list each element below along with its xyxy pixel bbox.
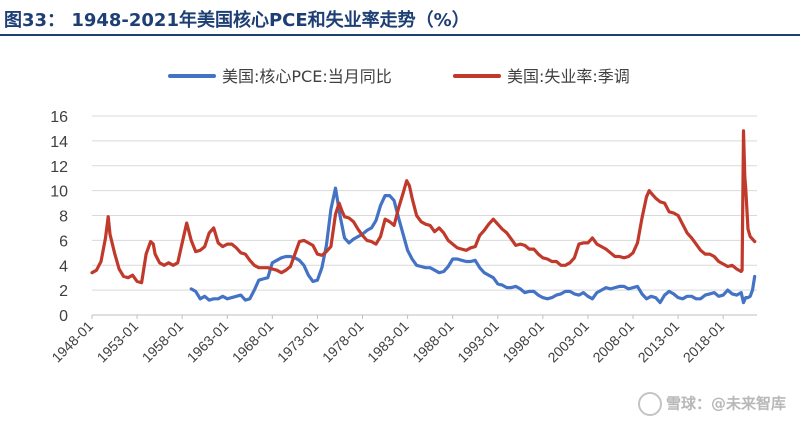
series-line-1	[189, 186, 757, 305]
x-tick-label: 1998-01	[499, 318, 547, 366]
legend-label-2: 美国:失业率:季调	[507, 67, 630, 86]
snowball-logo-icon	[637, 392, 662, 416]
legend-label-1: 美国:核心PCE:当月同比	[222, 67, 392, 86]
x-tick-label: 1968-01	[229, 318, 277, 366]
y-tick-label: 12	[50, 159, 68, 176]
x-tick-label: 2018-01	[680, 318, 728, 366]
x-tick-label: 2008-01	[589, 318, 637, 366]
x-tick-label: 1993-01	[454, 318, 502, 366]
y-tick-label: 16	[50, 109, 68, 126]
title-rule	[0, 34, 800, 36]
chart-title: 图33： 1948-2021年美国核心PCE和失业率走势（%）	[4, 10, 470, 31]
watermark: 雪球：@未来智库	[637, 392, 786, 416]
x-tick-label: 2003-01	[544, 318, 592, 366]
y-tick-label: 2	[59, 283, 68, 300]
y-tick-label: 0	[59, 308, 68, 325]
x-tick-label: 1983-01	[364, 318, 412, 366]
y-tick-label: 10	[50, 184, 68, 201]
x-tick-label: 1988-01	[409, 318, 457, 366]
x-tick-label: 2013-01	[635, 318, 683, 366]
x-tick-label: 1958-01	[139, 318, 187, 366]
y-tick-label: 8	[59, 209, 68, 226]
y-tick-label: 6	[59, 233, 68, 250]
y-tick-label: 14	[50, 134, 68, 151]
y-tick-label: 4	[59, 258, 68, 275]
watermark-text: 雪球：@未来智库	[665, 394, 786, 413]
x-tick-label: 1978-01	[319, 318, 367, 366]
x-tick-label: 1963-01	[184, 318, 232, 366]
x-tick-label: 1953-01	[94, 318, 142, 366]
x-tick-label: 1973-01	[274, 318, 322, 366]
series-line-2	[90, 129, 757, 285]
x-tick-label: 1948-01	[48, 318, 96, 366]
